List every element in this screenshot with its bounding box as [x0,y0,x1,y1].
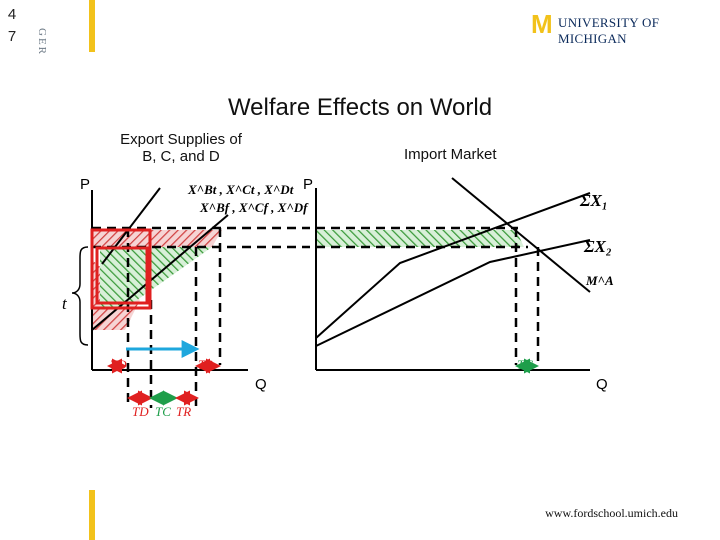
left-red-hatched-area [92,230,222,247]
right-green-hatched-area [316,230,524,247]
left-panel-heading: Export Supplies of B, C, and D [108,131,254,165]
supply-label-bottom: X^Bf , X^Cf , X^Df [199,200,309,215]
ma-label: M^A [585,273,614,288]
right-axis-p-label: P [303,176,313,193]
left-panel-heading-line2: B, C, and D [142,148,220,165]
bottom-gold-bar [89,490,95,540]
bottom-tc-label: TC [155,404,171,419]
sum-x1-label: ΣX₁ [579,191,608,210]
right-axis-q-label: Q [596,376,608,393]
slide-number-line2: 7 [7,28,17,45]
left-panel-heading-line1: Export Supplies of [120,131,242,148]
export-supply-free-trade-curve [91,214,229,331]
left-axis-p-label: P [80,176,90,193]
slide-title: Welfare Effects on World [227,94,493,121]
left-axis-q-label: Q [255,376,267,393]
tariff-brace [71,246,89,346]
sum-x1-curve [315,192,591,339]
left-red-box-inner [95,246,149,305]
tariff-label: t [62,294,68,313]
supply-label-top: X^Bt , X^Ct , X^Dt [187,182,294,197]
bottom-td-label: TD [132,404,149,419]
sum-x2-curve [315,239,591,347]
right-panel-heading: Import Market [404,146,497,163]
top-gold-bar [89,0,95,52]
sum-x2-label: ΣX₂ [583,237,612,256]
bottom-tr-label: TR [176,404,191,419]
import-demand-curve [451,177,591,293]
logo-text: UNIVERSITY OF MICHIGAN [558,15,660,46]
slide-number: 4 7 [5,4,19,48]
footer-url[interactable]: www.fordschool.umich.edu [545,506,678,520]
logo-mark: M [531,9,553,39]
export-supply-tariff-curve [101,187,161,265]
slide-number-line1: 4 [7,6,17,23]
tc-area-label: TC [517,357,533,372]
td-area-label: TD [110,357,127,372]
tr-area-label: TR [198,357,213,372]
left-red-box-outer [90,228,152,310]
